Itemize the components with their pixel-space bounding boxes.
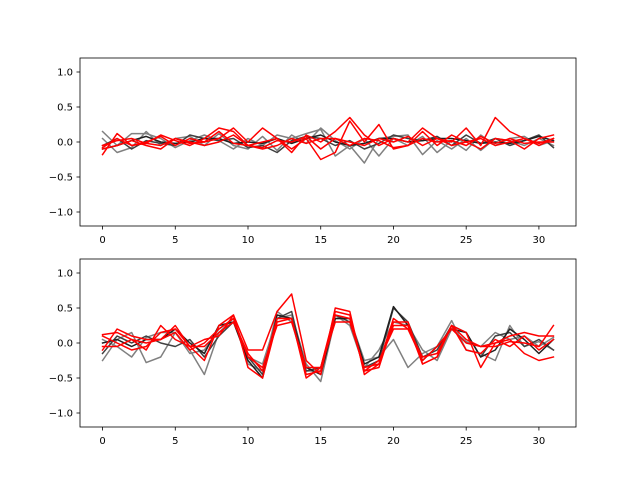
- y-tick-label: 0.0: [57, 138, 73, 149]
- y-tick-label: −0.5: [49, 374, 73, 385]
- x-tick-label: 20: [387, 436, 400, 447]
- x-tick-label: 15: [314, 235, 327, 246]
- series-group: [101, 293, 555, 383]
- x-tick-label: 0: [99, 235, 105, 246]
- series-line-7: [101, 134, 555, 150]
- x-tick-label: 25: [460, 436, 473, 447]
- series-line-7: [101, 317, 555, 369]
- x-tick-label: 5: [172, 436, 178, 447]
- y-tick-label: 0.5: [57, 304, 73, 315]
- x-tick-label: 10: [242, 235, 255, 246]
- top-subplot: 0 5 10 15 20 25 30 −1.0 −0.5 0.0 0.5 1.0: [49, 57, 577, 246]
- series-line-6: [101, 130, 555, 150]
- x-tick-label: 30: [533, 235, 546, 246]
- x-tick-label: 0: [99, 436, 105, 447]
- x-tick-label: 20: [387, 235, 400, 246]
- x-tick-label: 30: [533, 436, 546, 447]
- x-tick-label: 5: [172, 235, 178, 246]
- series-line-4: [101, 120, 555, 161]
- x-tick-label: 25: [460, 235, 473, 246]
- y-tick-label: 0.0: [57, 339, 73, 350]
- y-tick-label: −1.0: [49, 409, 73, 420]
- x-tick-label: 10: [242, 436, 255, 447]
- y-tick-label: 1.0: [57, 68, 73, 79]
- y-tick-label: −1.0: [49, 208, 73, 219]
- y-tick-label: 1.0: [57, 269, 73, 280]
- series-line-5: [101, 310, 555, 379]
- series-group: [101, 116, 555, 164]
- x-tick-label: 15: [314, 436, 327, 447]
- bottom-subplot: 0 5 10 15 20 25 30 −1.0 −0.5 0.0 0.5 1.0: [49, 258, 577, 447]
- y-tick-label: 0.5: [57, 103, 73, 114]
- y-tick-label: −0.5: [49, 173, 73, 184]
